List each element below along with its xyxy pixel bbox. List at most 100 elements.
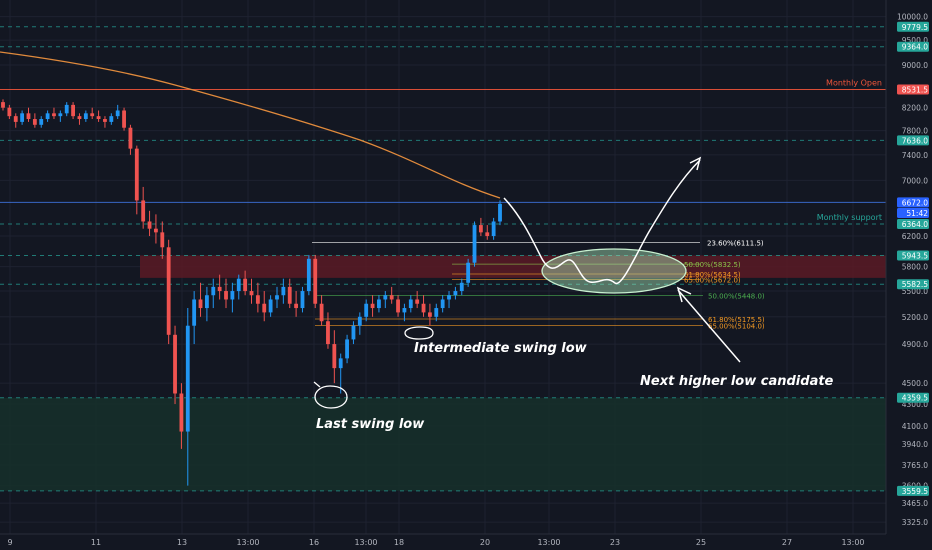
candle-body <box>466 262 471 283</box>
projected-path <box>503 159 701 284</box>
candle-body <box>370 303 375 309</box>
price-badge <box>897 84 929 95</box>
time-tick-label: 23 <box>610 538 620 547</box>
candle-body <box>249 291 254 296</box>
candle-body <box>262 303 267 313</box>
candidate-arrow <box>677 289 741 363</box>
candle-body <box>383 295 388 300</box>
candle-body <box>415 299 420 304</box>
candle-body <box>198 299 203 309</box>
price-badge-label: 9779.5 <box>902 23 928 32</box>
drawings <box>313 156 741 409</box>
time-tick-label: 18 <box>394 538 404 547</box>
candle-body <box>421 303 426 313</box>
candle-body <box>154 228 158 233</box>
fib-label: 50.00%(5832.5) <box>684 261 741 269</box>
candle-body <box>287 286 292 304</box>
candle-body <box>306 258 311 292</box>
candle-body <box>485 232 490 237</box>
candle-body <box>389 295 394 300</box>
candle-body <box>408 299 413 309</box>
moving-average-line <box>0 51 501 199</box>
candle-body <box>141 200 146 222</box>
candle-body <box>326 321 330 345</box>
candle-body <box>345 339 349 359</box>
price-badge <box>897 197 929 208</box>
price-tick-label: 8200.0 <box>902 104 928 113</box>
time-axis-bg <box>0 534 932 550</box>
price-zones <box>0 255 886 491</box>
candle-body <box>77 116 82 120</box>
price-tick-label: 10000.0 <box>897 13 928 22</box>
candle-body <box>7 107 12 117</box>
candle-body <box>268 299 273 313</box>
candle-body <box>192 299 197 326</box>
candlestick-series <box>1 99 502 486</box>
price-badge-label: 5582.5 <box>902 280 928 289</box>
price-tick-label: 7800.0 <box>902 127 928 136</box>
time-tick-label: 13 <box>177 538 187 547</box>
fib-label: 65.00%(5672.0) <box>684 277 741 285</box>
price-badge-label: 8531.5 <box>902 85 928 94</box>
candle-body <box>236 278 241 292</box>
candle-body <box>402 308 407 313</box>
candle-body <box>103 119 107 122</box>
price-badge-label: 6364.0 <box>902 220 928 229</box>
candle-body <box>224 291 228 300</box>
support-zone <box>0 397 886 491</box>
candle-body <box>396 299 400 313</box>
candle-body <box>478 225 483 233</box>
candle-body <box>313 258 318 304</box>
candle-body <box>275 295 279 300</box>
price-tick-label: 5800.0 <box>902 263 928 272</box>
candle-body <box>217 286 222 292</box>
time-tick-label: 25 <box>696 538 706 547</box>
candle-body <box>13 116 18 122</box>
candle-body <box>377 299 381 309</box>
fib-label: 50.00%(5448.0) <box>708 292 765 300</box>
time-tick-label: 13:00 <box>236 538 259 547</box>
candle-body <box>255 295 260 304</box>
price-axis[interactable]: 10000.0 9500.0 9000.0 8200.0 7800.0 7400.0 700… <box>885 0 932 550</box>
candle-body <box>52 113 56 117</box>
time-axis[interactable]: 9 11 13 13:00 16 13:00 18 20 13:00 23 25 27 13:00 <box>0 533 932 550</box>
price-badge <box>897 279 929 290</box>
candle-body <box>32 119 37 125</box>
fib-label: 65.00%(5104.0) <box>708 322 765 330</box>
price-badge-label: 4359.5 <box>902 394 928 403</box>
candle-body <box>211 286 216 296</box>
time-tick-label: 20 <box>480 538 490 547</box>
price-tick-label: 4100.0 <box>902 422 928 431</box>
candle-body <box>58 113 63 117</box>
candle-body <box>332 344 337 369</box>
horizontal-levels: Monthly Open Monthly support <box>0 26 886 492</box>
candle-body <box>96 116 101 120</box>
candle-body <box>26 113 31 120</box>
price-badge <box>897 41 929 52</box>
time-tick-label: 16 <box>309 538 319 547</box>
time-tick-label: 13:00 <box>537 538 560 547</box>
candle-body <box>447 295 451 300</box>
time-tick-label: 9 <box>7 538 12 547</box>
candle-body <box>45 113 50 120</box>
candle-body <box>351 325 356 340</box>
price-tick-label: 7400.0 <box>902 151 928 160</box>
candle-body <box>147 221 152 229</box>
candle-body <box>364 303 369 317</box>
price-badge <box>897 250 929 261</box>
time-tick-label: 11 <box>91 538 101 547</box>
fib-label: 23.60%(6111.5) <box>707 240 764 248</box>
candle-body <box>427 312 432 317</box>
level-label: Monthly Open <box>826 78 882 87</box>
price-badge <box>897 21 929 32</box>
candle-body <box>459 282 464 292</box>
candle-body <box>338 358 343 369</box>
price-tick-label: 7000.0 <box>902 176 928 185</box>
candle-body <box>90 113 95 117</box>
higher-low-zone-ellipse <box>541 248 687 294</box>
candle-body <box>1 102 5 108</box>
candle-body <box>243 278 248 292</box>
candle-body <box>281 286 286 296</box>
candle-body <box>173 334 177 394</box>
